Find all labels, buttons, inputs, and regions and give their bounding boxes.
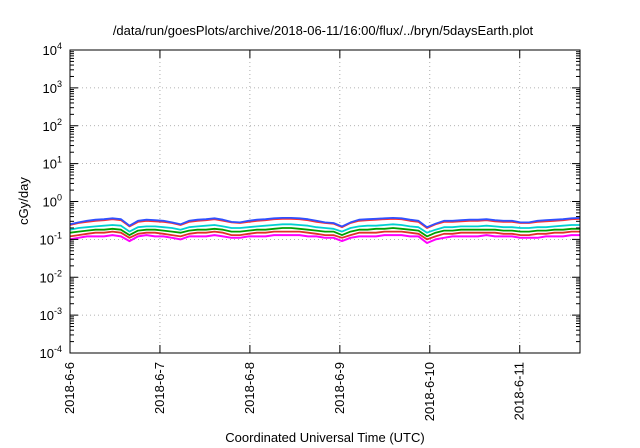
y-axis-label: cGy/day	[16, 177, 31, 225]
x-tick-label: 2018-6-9	[332, 362, 347, 414]
series-layer	[69, 216, 581, 244]
y-tick-label: 10-1	[40, 230, 62, 247]
y-tick-label: 10-4	[40, 344, 62, 361]
series-line-4	[69, 223, 580, 234]
x-tick-label: 2018-6-7	[152, 362, 167, 414]
series-line-2	[69, 230, 580, 241]
x-axis-ticks: 2018-6-6 2018-6-7 2018-6-8 2018-6-9 2018-6-1…	[62, 50, 527, 421]
series-line-3	[69, 227, 580, 238]
y-tick-label: 101	[43, 155, 62, 172]
y-tick-label: 103	[43, 79, 62, 96]
chart-title: /data/run/goesPlots/archive/2018-06-11/1…	[113, 23, 534, 38]
y-tick-label: 10-2	[40, 268, 62, 285]
series-line-6	[69, 216, 581, 229]
x-tick-label: 2018-6-6	[62, 362, 77, 414]
grid	[70, 50, 580, 353]
x-tick-label: 2018-6-8	[242, 362, 257, 414]
y-tick-label: 102	[43, 117, 62, 134]
x-tick-label: 2018-6-10	[422, 362, 437, 421]
y-tick-label: 10-3	[40, 306, 62, 323]
y-tick-label: 104	[43, 41, 62, 58]
series-line-1	[69, 234, 580, 244]
x-tick-label: 2018-6-11	[512, 362, 527, 420]
y-tick-label: 100	[43, 193, 62, 210]
x-axis-label: Coordinated Universal Time (UTC)	[225, 430, 424, 445]
y-axis-ticks: 104 103 102 101 100 10-1 10-2 10-3 10-4	[40, 41, 580, 361]
